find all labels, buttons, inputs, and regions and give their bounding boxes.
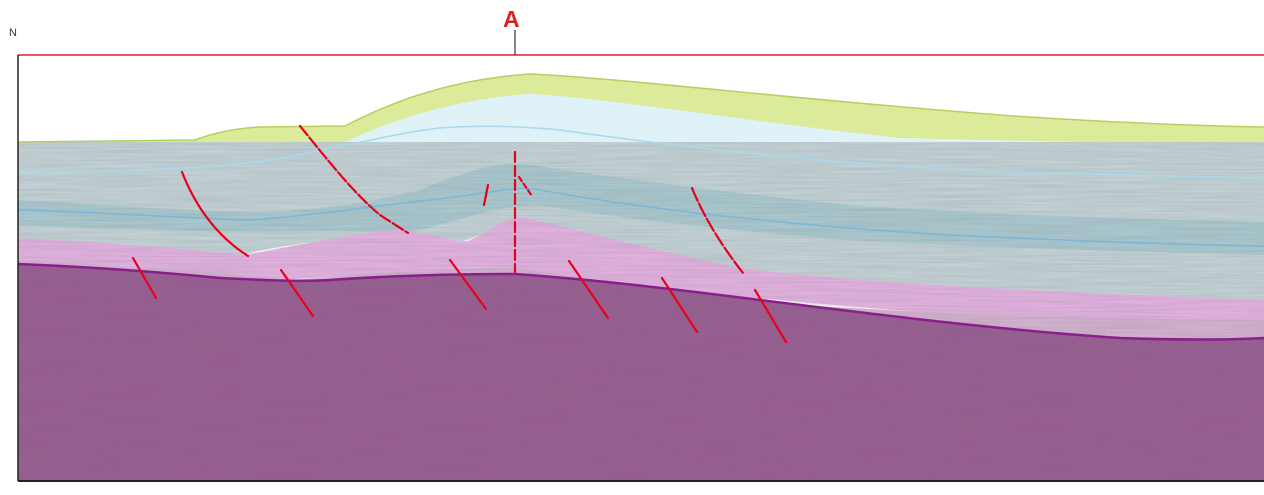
fault-line bbox=[448, 258, 488, 311]
fault-line bbox=[482, 183, 490, 207]
fault-line bbox=[298, 124, 410, 235]
fault-line bbox=[279, 268, 315, 318]
section-marker-label: A bbox=[503, 6, 520, 32]
fault-line bbox=[567, 259, 610, 320]
horizon-blue bbox=[18, 187, 1264, 247]
fault-line bbox=[131, 256, 158, 300]
fault-line bbox=[753, 288, 788, 344]
layer-lightblue bbox=[18, 94, 1264, 152]
fault-line bbox=[660, 276, 699, 334]
fault-line bbox=[690, 186, 745, 275]
north-label: N bbox=[9, 27, 17, 39]
fault-line bbox=[517, 175, 534, 198]
horizon-basement-top bbox=[18, 262, 1264, 341]
seismic-texture bbox=[18, 142, 1264, 480]
fault-line bbox=[180, 170, 250, 258]
horizon-green-base bbox=[18, 73, 1264, 143]
fault-lines bbox=[131, 124, 788, 344]
horizon-lightblue bbox=[18, 125, 1264, 179]
